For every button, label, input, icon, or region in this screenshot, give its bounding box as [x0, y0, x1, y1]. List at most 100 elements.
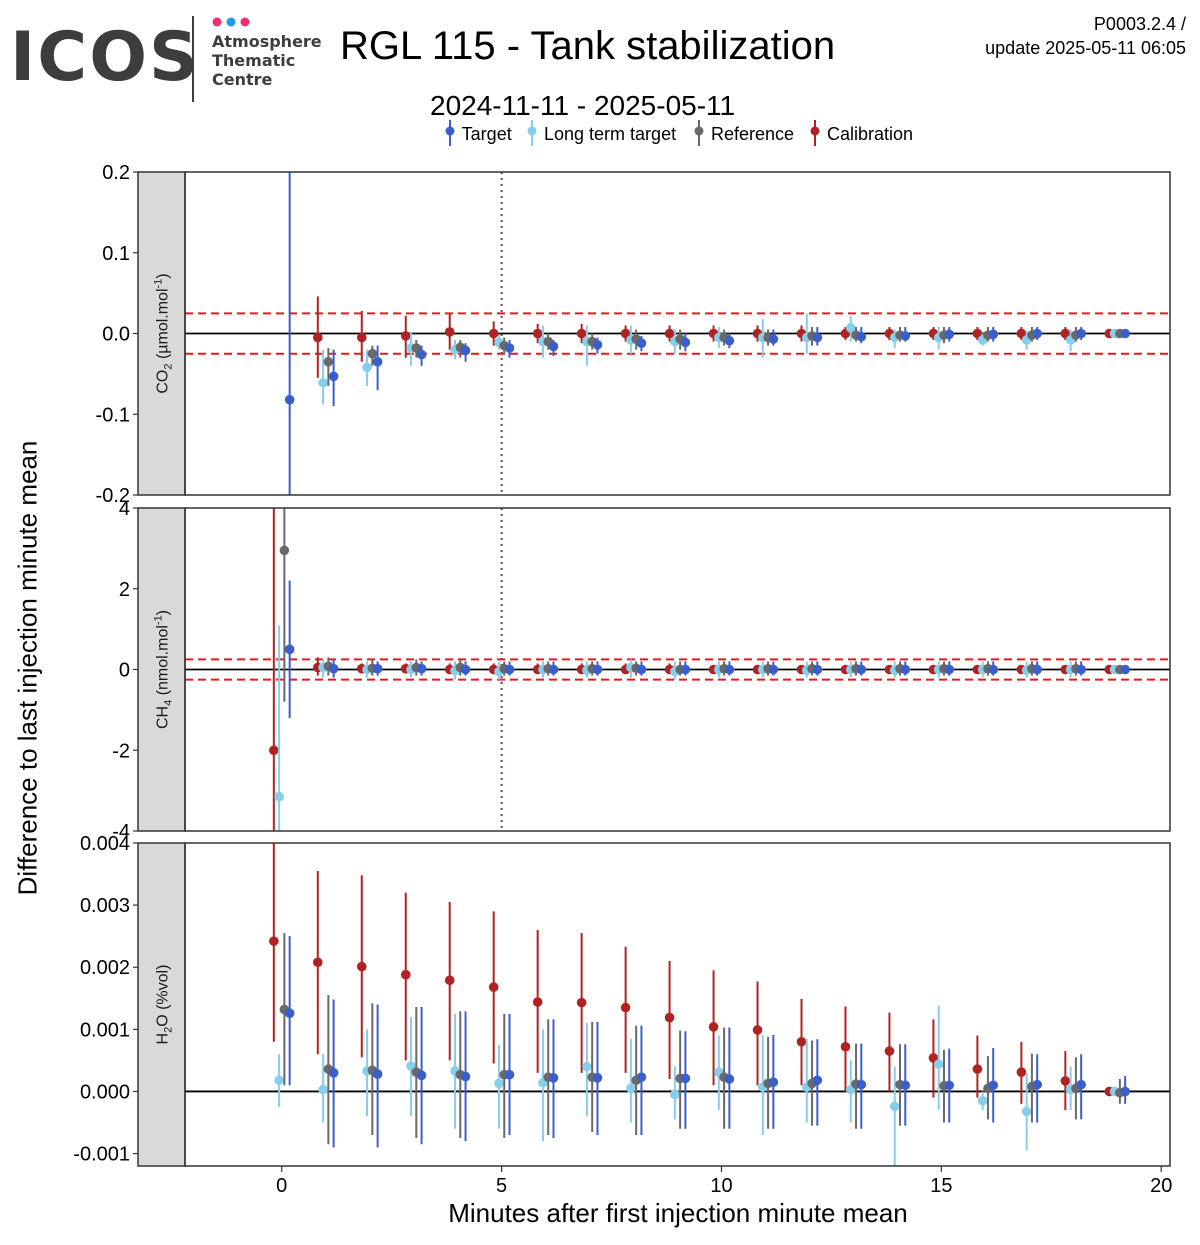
data-point — [988, 1080, 999, 1091]
y-axis-title: Difference to last injection minute mean — [12, 440, 43, 896]
data-point — [1032, 1079, 1043, 1090]
data-point — [856, 331, 867, 342]
logo-org-line-3: Centre — [212, 70, 273, 89]
data-point — [356, 961, 367, 972]
data-point — [460, 345, 471, 356]
panel-strip-label: CO2 (µmol.mol-1) — [153, 273, 175, 393]
logo-org-line-2: Thematic — [212, 51, 296, 70]
data-point — [328, 663, 339, 674]
legend-key-icon — [527, 120, 537, 147]
legend-key-icon — [694, 120, 704, 147]
legend-item: Reference — [692, 120, 795, 147]
data-point — [328, 1068, 339, 1078]
x-tick-label: 20 — [1150, 1175, 1172, 1197]
legend-item: Target — [443, 120, 512, 147]
data-point — [889, 1101, 900, 1112]
y-tick-label: 0.0 — [102, 324, 130, 346]
data-point — [664, 328, 675, 339]
data-point — [367, 348, 378, 359]
data-point — [274, 1075, 284, 1086]
data-point — [312, 957, 323, 968]
panel-strip — [137, 842, 186, 1167]
icos-logo-text: ICOS — [10, 18, 200, 97]
data-point — [856, 664, 867, 675]
data-point — [680, 664, 691, 675]
data-point — [900, 331, 911, 341]
logo-dot-icon — [226, 17, 236, 27]
data-point — [944, 1080, 955, 1091]
data-point — [284, 644, 295, 655]
data-point — [812, 664, 823, 675]
legend-key-dot — [694, 126, 704, 136]
panel-strip-label: H2O (%vol) — [155, 965, 175, 1045]
data-point — [972, 328, 983, 339]
data-point — [372, 1069, 383, 1079]
data-point — [636, 664, 647, 675]
data-point — [372, 663, 383, 674]
y-tick-label: -2 — [112, 740, 130, 762]
data-point — [768, 664, 779, 675]
data-point — [504, 664, 515, 675]
data-point — [460, 664, 471, 675]
data-point — [972, 1064, 983, 1074]
data-point — [318, 1084, 328, 1095]
data-point — [400, 969, 411, 980]
data-point — [845, 323, 856, 333]
legend-label: Long term target — [539, 124, 677, 144]
data-point — [548, 664, 559, 675]
data-point — [1076, 328, 1086, 339]
legend-label: Reference — [706, 124, 795, 144]
data-point — [812, 1075, 823, 1086]
data-point — [988, 329, 999, 340]
logo-dots-icon — [212, 17, 250, 27]
legend-key-dot — [810, 126, 820, 136]
data-point — [362, 362, 372, 373]
data-point — [724, 664, 735, 675]
data-point — [988, 664, 999, 675]
data-point — [504, 343, 515, 353]
legend-label: Calibration — [822, 124, 914, 144]
data-point — [504, 1069, 515, 1080]
y-tick-label: 0 — [119, 660, 130, 682]
data-point — [576, 328, 587, 339]
data-point — [626, 1083, 636, 1094]
data-point — [269, 936, 279, 946]
data-point — [1120, 1086, 1130, 1097]
panel-data — [185, 172, 1170, 495]
data-point — [1032, 664, 1043, 675]
data-point — [444, 975, 455, 986]
data-point — [636, 1072, 647, 1082]
data-point — [664, 1012, 675, 1023]
data-point — [944, 329, 955, 340]
panel-strip — [137, 171, 186, 496]
data-point — [582, 1061, 592, 1072]
data-point — [884, 1046, 895, 1056]
data-point — [620, 1002, 631, 1013]
y-tick-label: 0.000 — [80, 1081, 130, 1103]
x-tick-label: 15 — [930, 1175, 952, 1197]
legend-item: Calibration — [808, 120, 914, 147]
data-point — [444, 327, 455, 337]
data-point — [279, 545, 290, 556]
logo-dot-icon — [212, 17, 222, 27]
data-point — [284, 1008, 295, 1018]
data-point — [274, 791, 284, 802]
legend-key-dot — [527, 126, 537, 136]
data-point — [548, 341, 559, 352]
data-point — [356, 332, 367, 343]
y-tick-label: 2 — [119, 579, 130, 601]
data-point — [312, 332, 323, 343]
data-point — [328, 371, 339, 382]
y-tick-label: -4 — [112, 821, 130, 843]
data-point — [1060, 1076, 1071, 1086]
x-axis-title: Minutes after first injection minute mea… — [448, 1198, 908, 1228]
y-tick-label: 0.001 — [80, 1019, 130, 1041]
legend-key-icon — [445, 120, 455, 147]
data-point — [620, 328, 631, 339]
x-tick-label: 10 — [710, 1175, 732, 1197]
panel: CO2 (µmol.mol-1) 0.2 0.1 0.0 -0.1 -0.2 — [96, 162, 1171, 507]
data-point — [416, 1070, 427, 1081]
y-tick-label: 0.003 — [80, 895, 130, 917]
y-tick-label: 0.004 — [80, 833, 130, 855]
